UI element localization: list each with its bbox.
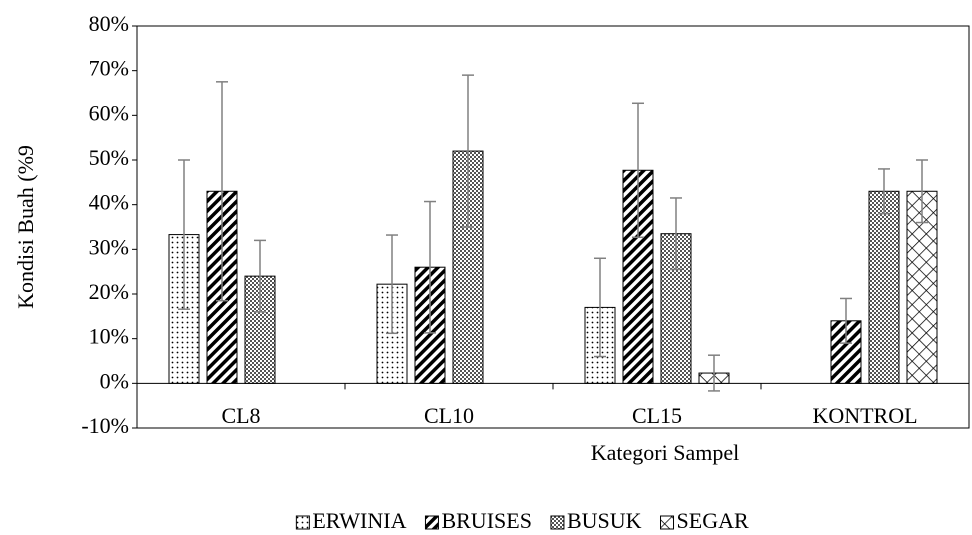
y-tick-label: 10% [89, 324, 129, 349]
error-bar [254, 239, 266, 313]
legend-swatch [550, 515, 565, 530]
legend-label: SEGAR [677, 508, 749, 533]
error-bar [840, 297, 852, 344]
plot-border [136, 25, 970, 429]
y-axis-title: Kondisi Buah (%9 [13, 145, 38, 309]
error-bar [462, 74, 474, 228]
x-tick-label: CL8 [221, 403, 260, 428]
error-bar [708, 354, 720, 392]
x-tick-label: CL10 [424, 403, 474, 428]
y-tick-label: 70% [89, 56, 129, 81]
error-bar [178, 159, 190, 310]
bar [868, 190, 900, 384]
error-bar [670, 197, 682, 271]
legend-swatch [295, 515, 310, 530]
y-tick-label: 0% [100, 368, 129, 393]
y-tick-label: -10% [81, 413, 129, 438]
error-bar [594, 257, 606, 358]
y-tick-label: 40% [89, 190, 129, 215]
y-tick-label: 20% [89, 279, 129, 304]
legend-swatch [660, 515, 675, 530]
legend-label: BRUISES [441, 508, 531, 533]
error-bar [424, 200, 436, 334]
y-tick-label: 30% [89, 234, 129, 259]
x-tick-label: CL15 [632, 403, 682, 428]
y-tick-label: 80% [89, 11, 129, 36]
x-tick-label: KONTROL [812, 403, 917, 428]
error-bar [386, 234, 398, 335]
error-bar [878, 168, 890, 215]
y-tick-label: 50% [89, 145, 129, 170]
bar [452, 150, 484, 384]
x-axis-title: Kategori Sampel [591, 440, 739, 465]
error-bar [916, 159, 928, 224]
error-bar [632, 102, 644, 239]
error-bar [216, 81, 228, 302]
legend-label: BUSUK [567, 508, 642, 533]
legend-label: ERWINIA [312, 508, 406, 533]
legend-swatch [424, 515, 439, 530]
y-tick-label: 60% [89, 100, 129, 125]
